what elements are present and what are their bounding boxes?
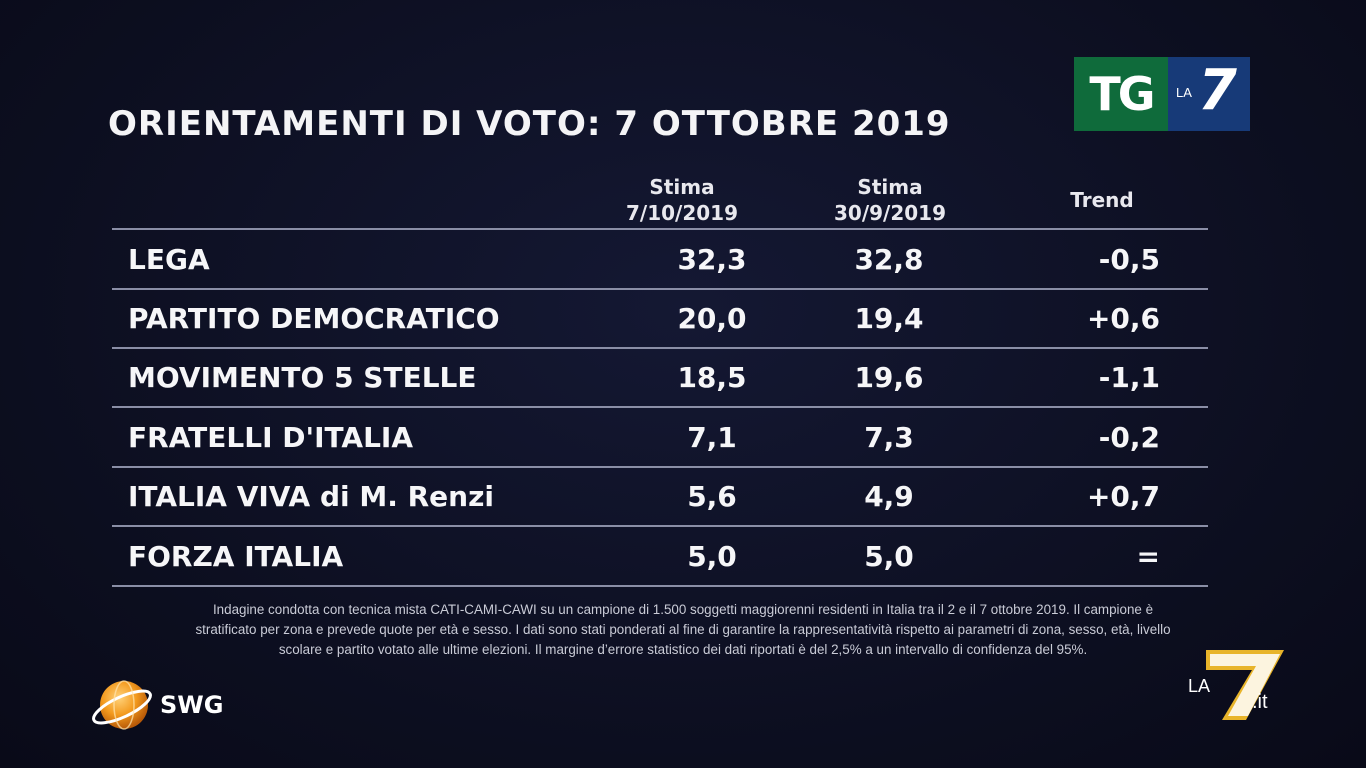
page-title: ORIENTAMENTI DI VOTO: 7 OTTOBRE 2019 bbox=[108, 104, 951, 144]
value-stima-30-9: 7,3 bbox=[864, 421, 914, 454]
methodology-note-line: stratificato per zona e prevede quote pe… bbox=[195, 622, 1171, 637]
la7-it-watermark-icon: LA .it bbox=[1188, 650, 1284, 720]
party-name: FORZA ITALIA bbox=[128, 540, 344, 573]
party-name: MOVIMENTO 5 STELLE bbox=[128, 361, 477, 394]
column-header-line2: 30/9/2019 bbox=[833, 201, 947, 225]
value-trend: -1,1 bbox=[1098, 361, 1160, 394]
table-rule bbox=[112, 585, 1208, 587]
value-stima-7-10: 18,5 bbox=[677, 361, 747, 394]
value-stima-30-9: 4,9 bbox=[864, 480, 914, 513]
table-rule bbox=[112, 288, 1208, 290]
value-stima-30-9: 32,8 bbox=[854, 243, 924, 276]
table-rule bbox=[112, 525, 1208, 527]
value-trend: -0,5 bbox=[1098, 243, 1160, 276]
la7-logo-seven: 7 bbox=[1198, 58, 1237, 123]
la7-it-watermark-la: LA bbox=[1188, 676, 1210, 696]
methodology-note-line: Indagine condotta con tecnica mista CATI… bbox=[212, 602, 1154, 617]
column-header-stima-7-10: Stima 7/10/2019 bbox=[602, 174, 762, 226]
value-trend: -0,2 bbox=[1098, 421, 1160, 454]
table-row-fratelli-d-italia: FRATELLI D'ITALIA 7,1 7,3 -0,2 bbox=[112, 409, 1208, 467]
globe-icon bbox=[92, 680, 152, 730]
party-name: LEGA bbox=[128, 243, 210, 276]
value-stima-7-10: 20,0 bbox=[677, 302, 747, 335]
table-rule bbox=[112, 466, 1208, 468]
party-name: PARTITO DEMOCRATICO bbox=[128, 302, 500, 335]
methodology-note: Indagine condotta con tecnica mista CATI… bbox=[100, 600, 1266, 660]
table-rule bbox=[112, 406, 1208, 408]
la7-logo-la: LA bbox=[1176, 85, 1192, 100]
table-row-movimento-5-stelle: MOVIMENTO 5 STELLE 18,5 19,6 -1,1 bbox=[112, 349, 1208, 407]
party-name: ITALIA VIVA di M. Renzi bbox=[128, 480, 494, 513]
value-trend: +0,7 bbox=[1086, 480, 1160, 513]
party-name: FRATELLI D'ITALIA bbox=[128, 421, 414, 454]
table-rule bbox=[112, 228, 1208, 230]
column-header-stima-30-9: Stima 30/9/2019 bbox=[810, 174, 970, 226]
column-header-line1: Trend bbox=[1070, 188, 1134, 212]
value-stima-7-10: 5,6 bbox=[687, 480, 737, 513]
table-row-forza-italia: FORZA ITALIA 5,0 5,0 = bbox=[112, 528, 1208, 586]
column-header-trend: Trend bbox=[1052, 187, 1152, 213]
value-trend: = bbox=[1136, 540, 1160, 573]
value-stima-7-10: 5,0 bbox=[687, 540, 737, 573]
la7-logo-mark: LA 7 bbox=[1168, 57, 1250, 131]
methodology-note-line: scolare e partito votato alle ultime ele… bbox=[278, 642, 1088, 657]
column-header-line2: 7/10/2019 bbox=[625, 201, 739, 225]
table-rule bbox=[112, 347, 1208, 349]
table-row-lega: LEGA 32,3 32,8 -0,5 bbox=[112, 231, 1208, 289]
column-header-line1: Stima bbox=[649, 175, 715, 199]
value-stima-30-9: 19,6 bbox=[854, 361, 924, 394]
tg-la7-logo: TG LA 7 bbox=[1074, 57, 1250, 131]
tg-logo-mark: TG bbox=[1074, 57, 1168, 131]
table-row-italia-viva: ITALIA VIVA di M. Renzi 5,6 4,9 +0,7 bbox=[112, 468, 1208, 526]
value-stima-30-9: 19,4 bbox=[854, 302, 924, 335]
value-stima-7-10: 7,1 bbox=[687, 421, 737, 454]
value-trend: +0,6 bbox=[1086, 302, 1160, 335]
column-header-line1: Stima bbox=[857, 175, 923, 199]
table-row-partito-democratico: PARTITO DEMOCRATICO 20,0 19,4 +0,6 bbox=[112, 290, 1208, 348]
swg-logo: SWG bbox=[90, 676, 223, 734]
la7-it-watermark-it: .it bbox=[1252, 691, 1268, 713]
swg-logo-text: SWG bbox=[160, 691, 224, 719]
value-stima-30-9: 5,0 bbox=[864, 540, 914, 573]
value-stima-7-10: 32,3 bbox=[677, 243, 747, 276]
